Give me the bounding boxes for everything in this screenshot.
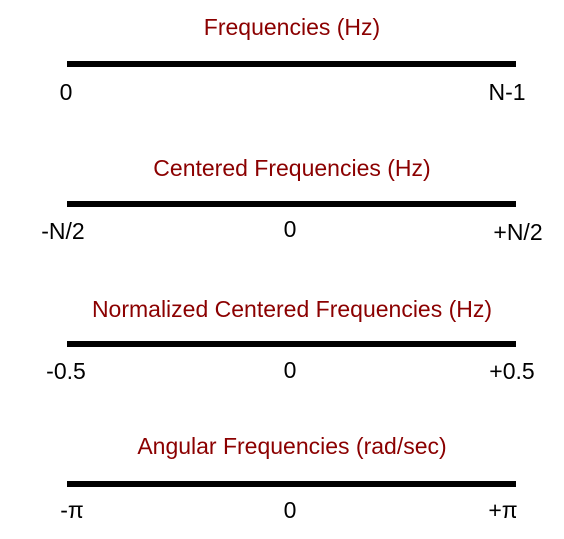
tick-label-left: -π <box>60 497 84 523</box>
tick-label-right: +N/2 <box>493 219 543 245</box>
tick-label-right: +0.5 <box>489 358 535 384</box>
panel-title: Angular Frequencies (rad/sec) <box>137 433 447 459</box>
panel-title: Frequencies (Hz) <box>203 14 381 40</box>
axis-line <box>67 481 516 487</box>
panel-title: Normalized Centered Frequencies (Hz) <box>91 296 493 322</box>
panel-title: Centered Frequencies (Hz) <box>153 155 431 181</box>
tick-label-left: -0.5 <box>46 358 86 384</box>
axis-line <box>67 341 516 347</box>
tick-label-left: -N/2 <box>41 218 85 244</box>
tick-label-middle: 0 <box>283 216 297 242</box>
tick-label-left: 0 <box>59 79 73 105</box>
tick-label-right: +π <box>488 497 518 523</box>
axis-line <box>67 61 516 67</box>
tick-label-right: N-1 <box>488 79 526 105</box>
tick-label-middle: 0 <box>283 357 297 383</box>
tick-label-middle: 0 <box>283 497 297 523</box>
axis-line <box>67 201 516 207</box>
